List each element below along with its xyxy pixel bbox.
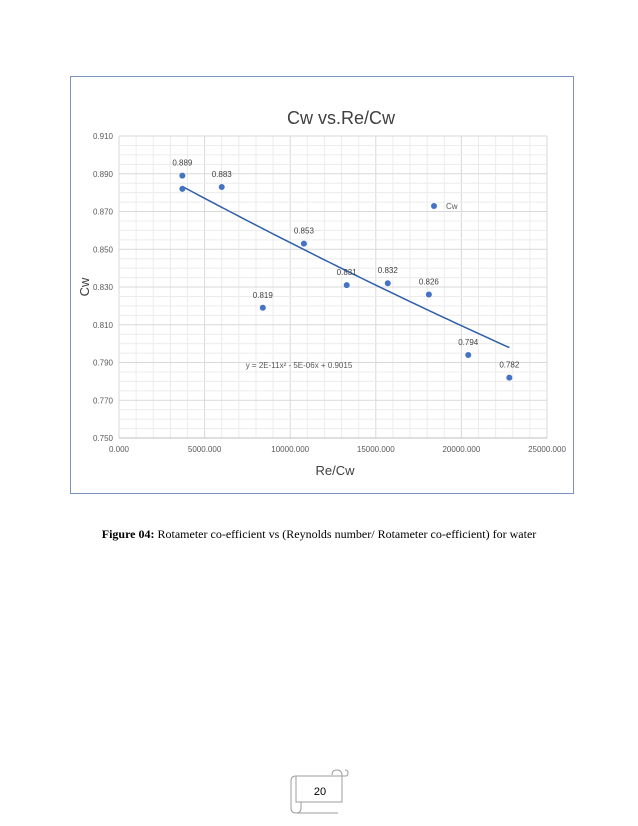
y-tick-label: 0.830	[93, 283, 114, 292]
x-tick-label: 10000.000	[271, 445, 309, 454]
trend-layer	[181, 185, 510, 349]
data-point	[384, 280, 391, 287]
equation-layer: y = 2E-11x² - 5E-06x + 0.9015	[246, 361, 353, 370]
y-tick-label: 0.810	[93, 321, 114, 330]
data-point	[506, 374, 513, 381]
data-point	[425, 291, 432, 298]
grid-layer	[118, 135, 548, 439]
page-number: 20	[313, 786, 327, 798]
y-tick-label: 0.790	[93, 359, 114, 368]
figure-caption: Figure 04: Rotameter co-efficient vs (Re…	[0, 527, 638, 542]
data-label: 0.782	[499, 361, 520, 370]
data-label: 0.826	[419, 278, 440, 287]
tick-layer: 0.000 5000.000 10000.000 15000.000 20000.000…	[93, 132, 566, 454]
y-tick-label: 0.870	[93, 208, 114, 217]
figure-caption-label: Figure 04:	[101, 527, 155, 541]
x-tick-label: 25000.000	[528, 445, 566, 454]
data-point	[300, 240, 307, 247]
legend-label: Cw	[446, 202, 458, 211]
point-layer	[179, 172, 513, 381]
chart-container: Cw vs.Re/Cw Re/Cw Cw 0.000 5000.000 10000.…	[70, 76, 574, 494]
data-point	[465, 351, 472, 358]
trendline	[181, 185, 510, 349]
data-label: 0.883	[212, 170, 233, 179]
data-point	[343, 282, 350, 289]
data-label: 0.819	[253, 291, 274, 300]
data-label: 0.853	[294, 227, 315, 236]
x-axis-label: Re/Cw	[315, 463, 355, 478]
legend: Cw	[431, 202, 458, 211]
legend-marker	[431, 203, 437, 209]
y-axis-label: Cw	[77, 277, 92, 296]
chart-title: Cw vs.Re/Cw	[287, 108, 396, 128]
data-label: 0.832	[378, 266, 399, 275]
data-point	[259, 304, 266, 311]
label-layer: 0.889 0.883 0.819 0.853 0.831 0.832 0.826 0.794…	[172, 159, 520, 370]
y-tick-label: 0.850	[93, 245, 114, 254]
chart-svg: Cw vs.Re/Cw Re/Cw Cw 0.000 5000.000 10000.…	[77, 108, 566, 478]
x-tick-label: 0.000	[109, 445, 130, 454]
page-number-scroll-icon	[290, 769, 349, 814]
y-tick-label: 0.910	[93, 132, 114, 141]
x-tick-label: 15000.000	[357, 445, 395, 454]
data-point	[218, 183, 225, 190]
data-label: 0.889	[172, 159, 193, 168]
y-tick-label: 0.890	[93, 170, 114, 179]
data-label: 0.831	[337, 268, 358, 277]
trendline-equation: y = 2E-11x² - 5E-06x + 0.9015	[246, 361, 353, 370]
x-tick-label: 5000.000	[188, 445, 222, 454]
figure-caption-text: Rotameter co-efficient vs (Reynolds numb…	[154, 527, 537, 541]
x-tick-label: 20000.000	[442, 445, 480, 454]
data-point	[179, 185, 186, 192]
data-point	[179, 172, 186, 179]
data-label: 0.794	[458, 338, 479, 347]
y-tick-label: 0.750	[93, 434, 114, 443]
y-tick-label: 0.770	[93, 396, 114, 405]
